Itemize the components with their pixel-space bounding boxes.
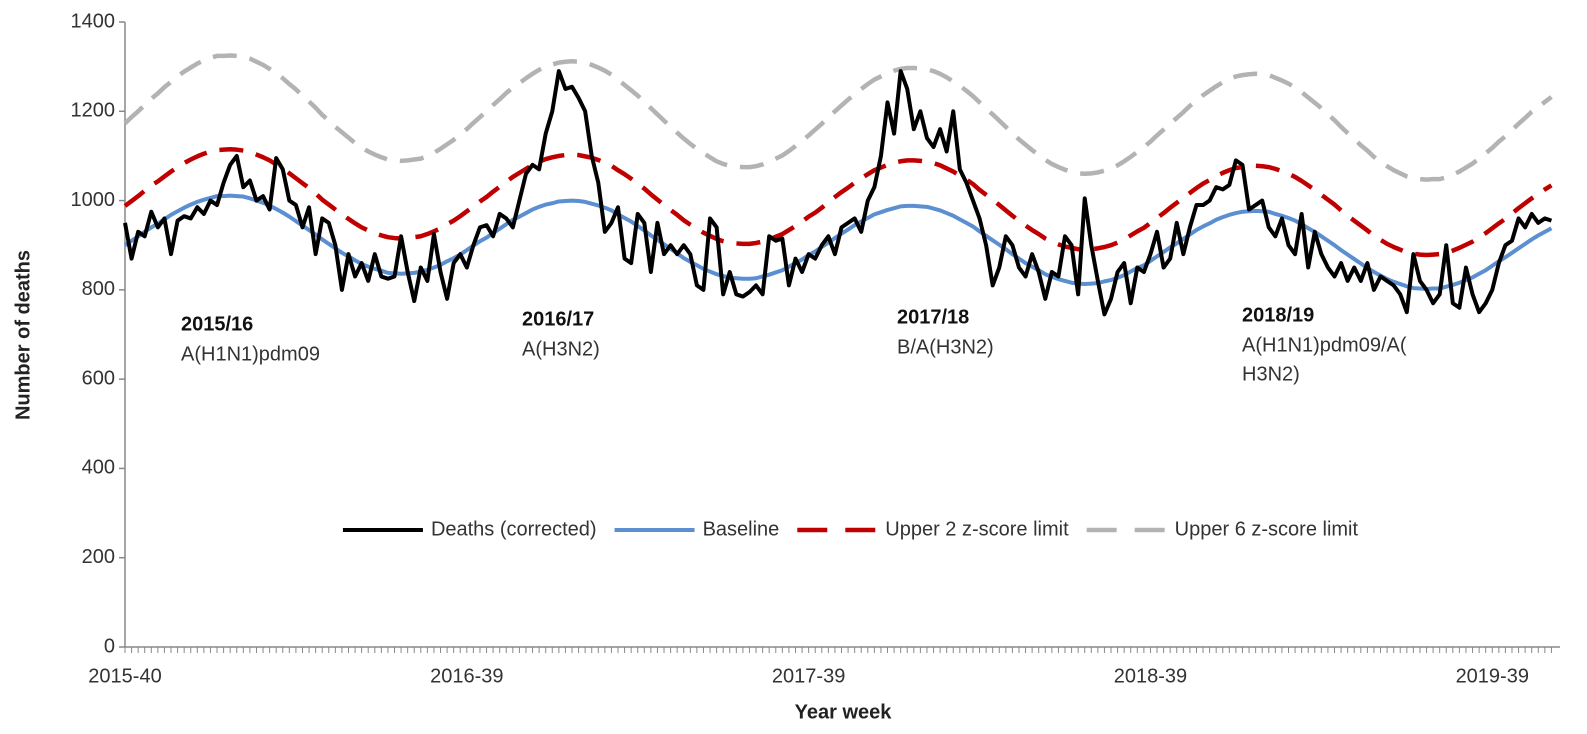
annotation-title: 2018/19 xyxy=(1242,304,1314,326)
series-line xyxy=(123,146,1553,258)
y-tick-label: 1200 xyxy=(71,100,116,122)
legend-label: Upper 2 z-score limit xyxy=(885,518,1069,540)
legend-label: Deaths (corrected) xyxy=(431,518,597,540)
annotation-text: B/A(H3N2) xyxy=(897,336,994,358)
legend: Deaths (corrected) Baseline Upper 2 z-scor… xyxy=(342,518,1359,540)
x-tick-label: 2019-39 xyxy=(1456,665,1529,687)
series-line xyxy=(123,69,1553,317)
annotation-title: 2016/17 xyxy=(522,308,594,330)
legend-label: Upper 6 z-score limit xyxy=(1175,518,1359,540)
y-tick-label: 600 xyxy=(82,367,115,389)
y-tick-label: 1400 xyxy=(71,10,116,32)
x-axis-title: Year week xyxy=(795,701,893,723)
annotation-text: A(H1N1)pdm09 xyxy=(181,343,320,365)
y-tick-label: 1000 xyxy=(71,189,116,211)
x-tick-label: 2017-39 xyxy=(772,665,845,687)
y-tick-label: 400 xyxy=(82,457,115,479)
x-tick-label: 2016-39 xyxy=(430,665,503,687)
y-tick-label: 200 xyxy=(82,546,115,568)
annotation-text: A(H1N1)pdm09/A( xyxy=(1242,334,1407,356)
annotation-title: 2017/18 xyxy=(897,306,969,328)
y-axis-title: Number of deaths xyxy=(12,250,34,420)
annotation-title: 2015/16 xyxy=(181,313,253,335)
y-tick-label: 0 xyxy=(104,635,115,657)
y-tick-label: 800 xyxy=(82,278,115,300)
annotation-text: A(H3N2) xyxy=(522,338,600,360)
annotation-text: H3N2) xyxy=(1242,363,1300,385)
series-line xyxy=(123,53,1553,182)
x-tick-label: 2018-39 xyxy=(1114,665,1187,687)
x-tick-label: 2015-40 xyxy=(88,665,161,687)
legend-label: Baseline xyxy=(703,518,780,540)
